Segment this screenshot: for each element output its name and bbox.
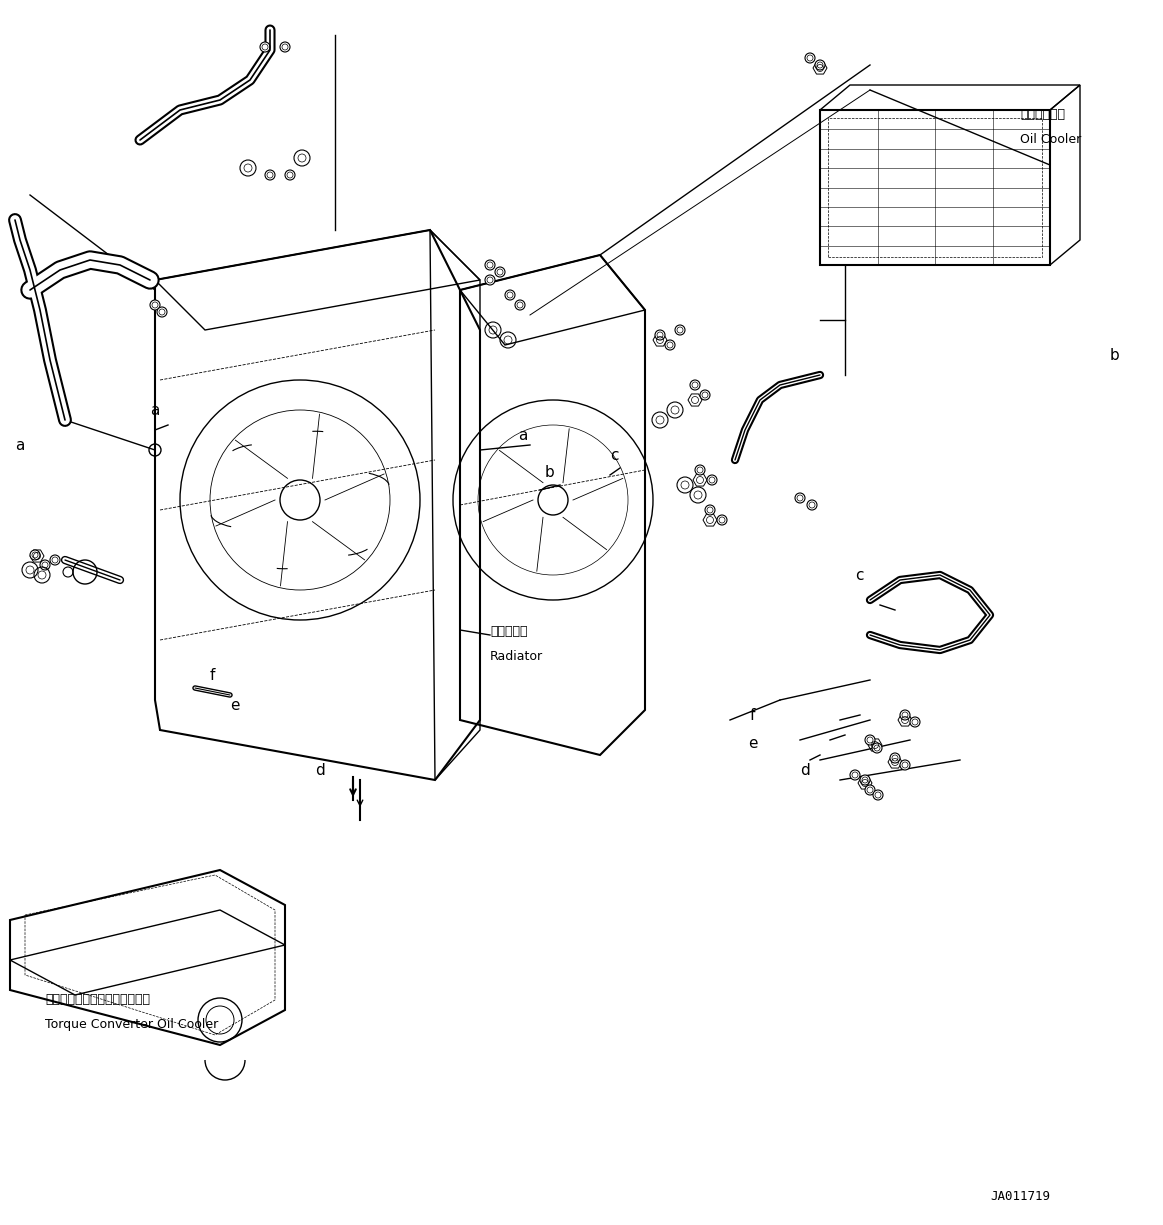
Text: c: c	[611, 448, 619, 463]
Text: b: b	[545, 466, 555, 480]
Circle shape	[485, 260, 495, 270]
Circle shape	[815, 60, 825, 70]
Text: オイルクーラ: オイルクーラ	[1020, 108, 1065, 121]
Circle shape	[872, 744, 882, 753]
Text: e: e	[748, 736, 757, 751]
Circle shape	[655, 330, 665, 341]
Text: a: a	[150, 403, 159, 418]
Circle shape	[665, 341, 675, 350]
Bar	[820, 110, 1050, 265]
Circle shape	[675, 325, 685, 334]
Circle shape	[900, 760, 909, 771]
Text: Torque Converter Oil Cooler: Torque Converter Oil Cooler	[45, 1018, 219, 1031]
Circle shape	[795, 492, 805, 503]
Circle shape	[873, 790, 883, 800]
Circle shape	[50, 555, 60, 565]
Circle shape	[850, 771, 859, 780]
Circle shape	[40, 560, 50, 570]
Circle shape	[859, 775, 870, 785]
Circle shape	[261, 42, 270, 51]
Circle shape	[690, 380, 700, 390]
Text: Radiator: Radiator	[490, 650, 543, 663]
Circle shape	[505, 290, 515, 300]
Text: f: f	[211, 668, 215, 684]
Text: Oil Cooler: Oil Cooler	[1020, 134, 1082, 146]
Circle shape	[30, 550, 40, 560]
Circle shape	[865, 785, 875, 795]
Circle shape	[900, 710, 909, 720]
Circle shape	[705, 505, 715, 514]
Bar	[828, 118, 1042, 257]
Text: a: a	[15, 439, 24, 453]
Circle shape	[150, 300, 160, 310]
Text: JA011719: JA011719	[990, 1189, 1050, 1203]
Text: d: d	[315, 763, 324, 778]
Text: f: f	[750, 708, 756, 723]
Circle shape	[718, 514, 727, 526]
Text: b: b	[1110, 348, 1120, 363]
Circle shape	[695, 466, 705, 475]
Circle shape	[700, 390, 709, 401]
Text: ラジエータ: ラジエータ	[490, 625, 528, 638]
Circle shape	[280, 42, 290, 51]
Circle shape	[265, 170, 274, 180]
Circle shape	[909, 717, 920, 726]
Circle shape	[890, 753, 900, 763]
Circle shape	[495, 267, 505, 277]
Circle shape	[285, 170, 295, 180]
Circle shape	[707, 475, 718, 485]
Text: a: a	[518, 428, 527, 443]
Circle shape	[515, 300, 525, 310]
Circle shape	[807, 500, 816, 510]
Circle shape	[805, 53, 815, 62]
Circle shape	[865, 735, 875, 745]
Text: d: d	[800, 763, 809, 778]
Text: c: c	[855, 568, 863, 583]
Circle shape	[485, 274, 495, 285]
Text: トルクコンバータオイルクーラ: トルクコンバータオイルクーラ	[45, 993, 150, 1006]
Text: e: e	[230, 698, 240, 713]
Circle shape	[157, 307, 167, 317]
